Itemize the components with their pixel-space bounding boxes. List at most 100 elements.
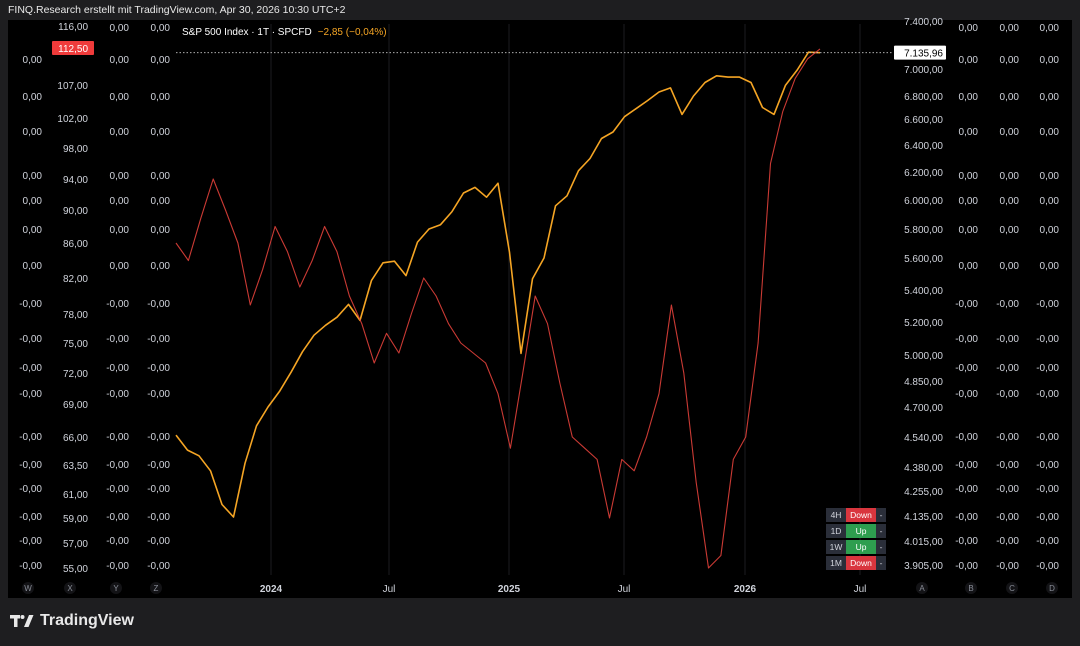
zero-axis-label: -0,00 [996, 512, 1019, 523]
axis-letter: W [24, 584, 32, 593]
zero-axis-label: -0,00 [955, 512, 978, 523]
zero-axis-label: 0,00 [23, 92, 43, 103]
zero-axis-label: 0,00 [23, 225, 43, 236]
zero-axis-label: 0,00 [1000, 23, 1020, 34]
last-value-label: 112,50 [58, 44, 88, 55]
price-axis-label: 6.600,00 [904, 115, 943, 126]
secondary-axis-label: 78,00 [63, 310, 88, 321]
zero-axis-label: 0,00 [1040, 225, 1060, 236]
zero-axis-label: -0,00 [1036, 299, 1059, 310]
zero-axis-label: -0,00 [996, 334, 1019, 345]
zero-axis-label: 0,00 [959, 225, 979, 236]
secondary-axis-label: 82,00 [63, 274, 88, 285]
zero-axis-label: -0,00 [19, 334, 42, 345]
signal-timeframe: 1M [826, 556, 846, 570]
zero-axis-label: -0,00 [106, 363, 129, 374]
zero-axis-label: 0,00 [110, 92, 130, 103]
zero-axis-label: 0,00 [110, 196, 130, 207]
secondary-axis-label: 107,00 [57, 81, 88, 92]
secondary-axis-label: 63,50 [63, 461, 88, 472]
zero-axis-label: -0,00 [147, 389, 170, 400]
signal-dash: - [876, 524, 886, 538]
zero-axis-label: -0,00 [1036, 484, 1059, 495]
zero-axis-label: 0,00 [151, 127, 171, 138]
zero-axis-label: -0,00 [955, 363, 978, 374]
zero-axis-label: 0,00 [959, 55, 979, 66]
price-axis-label: 5.200,00 [904, 318, 943, 329]
zero-axis-label: -0,00 [1036, 389, 1059, 400]
secondary-axis-label: 61,00 [63, 490, 88, 501]
zero-axis-label: 0,00 [23, 196, 43, 207]
zero-axis-label: 0,00 [1040, 261, 1060, 272]
secondary-axis-label: 94,00 [63, 175, 88, 186]
signal-table: 4H Down -1D Up -1W Up -1M Down - [826, 508, 886, 572]
axis-letter-badge [22, 582, 34, 594]
zero-axis-label: 0,00 [1000, 171, 1020, 182]
zero-axis-label: -0,00 [19, 363, 42, 374]
zero-axis-label: -0,00 [19, 432, 42, 443]
zero-axis-label: -0,00 [147, 432, 170, 443]
x-tick-label: 2026 [734, 584, 757, 595]
zero-axis-label: 0,00 [151, 92, 171, 103]
signal-value: Down [846, 508, 876, 522]
symbol-legend[interactable]: S&P 500 Index · 1T · SPCFD −2,85 (−0,04%) [182, 27, 387, 38]
zero-axis-label: 0,00 [1040, 92, 1060, 103]
zero-axis-label: 0,00 [1040, 171, 1060, 182]
zero-axis-label: 0,00 [1000, 225, 1020, 236]
axis-letter: A [919, 584, 925, 593]
zero-axis-label: 0,00 [110, 225, 130, 236]
zero-axis-label: 0,00 [151, 196, 171, 207]
price-axis-label: 4.540,00 [904, 433, 943, 444]
zero-axis-label: -0,00 [147, 363, 170, 374]
chart-frame [8, 20, 1072, 598]
zero-axis-label: 0,00 [151, 23, 171, 34]
signal-value: Up [846, 540, 876, 554]
signal-dash: - [876, 556, 886, 570]
secondary-axis-label: 69,00 [63, 400, 88, 411]
price-axis-label: 6.200,00 [904, 168, 943, 179]
zero-axis-label: -0,00 [19, 512, 42, 523]
zero-axis-label: 0,00 [23, 261, 43, 272]
price-chart[interactable]: 2024 Jul 2025 Jul 2026 Jul 7.400,00 7.000,00 6.8… [0, 0, 1080, 600]
zero-axis-label: -0,00 [106, 460, 129, 471]
zero-axis-label: -0,00 [955, 299, 978, 310]
secondary-axis-label: 75,00 [63, 339, 88, 350]
zero-axis-label: -0,00 [106, 536, 129, 547]
symbol-name: S&P 500 Index · 1T · SPCFD [182, 27, 312, 38]
last-price-label: 7.135,96 [904, 49, 943, 60]
zero-axis-label: -0,00 [1036, 561, 1059, 572]
secondary-axis-label: 116,00 [58, 22, 88, 33]
x-tick-label: Jul [383, 584, 396, 595]
price-axis-label: 5.000,00 [904, 351, 943, 362]
zero-axis-label: 0,00 [959, 92, 979, 103]
zero-axis-label: 0,00 [959, 171, 979, 182]
zero-axis-label: -0,00 [19, 389, 42, 400]
zero-axis-label: 0,00 [110, 55, 130, 66]
zero-axis-label: 0,00 [1000, 92, 1020, 103]
signal-dash: - [876, 540, 886, 554]
secondary-axis-label: 86,00 [63, 239, 88, 250]
secondary-axis-label: 102,00 [57, 114, 88, 125]
price-axis-label: 5.800,00 [904, 225, 943, 236]
zero-axis-label: -0,00 [955, 484, 978, 495]
signal-timeframe: 1W [826, 540, 846, 554]
price-axis-label: 7.400,00 [904, 17, 943, 28]
price-axis-label: 3.905,00 [904, 561, 943, 572]
zero-axis-label: 0,00 [1040, 23, 1060, 34]
zero-axis-label: 0,00 [1000, 261, 1020, 272]
axis-letter: Z [154, 584, 159, 593]
zero-axis-label: 0,00 [959, 196, 979, 207]
zero-axis-label: 0,00 [1040, 196, 1060, 207]
brand-name: TradingView [40, 612, 134, 629]
price-axis-label: 4.380,00 [904, 463, 943, 474]
zero-axis-label: 0,00 [23, 171, 43, 182]
secondary-axis-label: 66,00 [63, 433, 88, 444]
zero-axis-label: -0,00 [147, 536, 170, 547]
zero-axis-label: -0,00 [106, 484, 129, 495]
x-tick-label: 2024 [260, 584, 283, 595]
zero-axis-label: -0,00 [106, 389, 129, 400]
tradingview-logo[interactable]: TradingView [10, 612, 134, 630]
zero-axis-label: -0,00 [996, 299, 1019, 310]
last-price-badge [894, 45, 946, 60]
signal-timeframe: 4H [826, 508, 846, 522]
